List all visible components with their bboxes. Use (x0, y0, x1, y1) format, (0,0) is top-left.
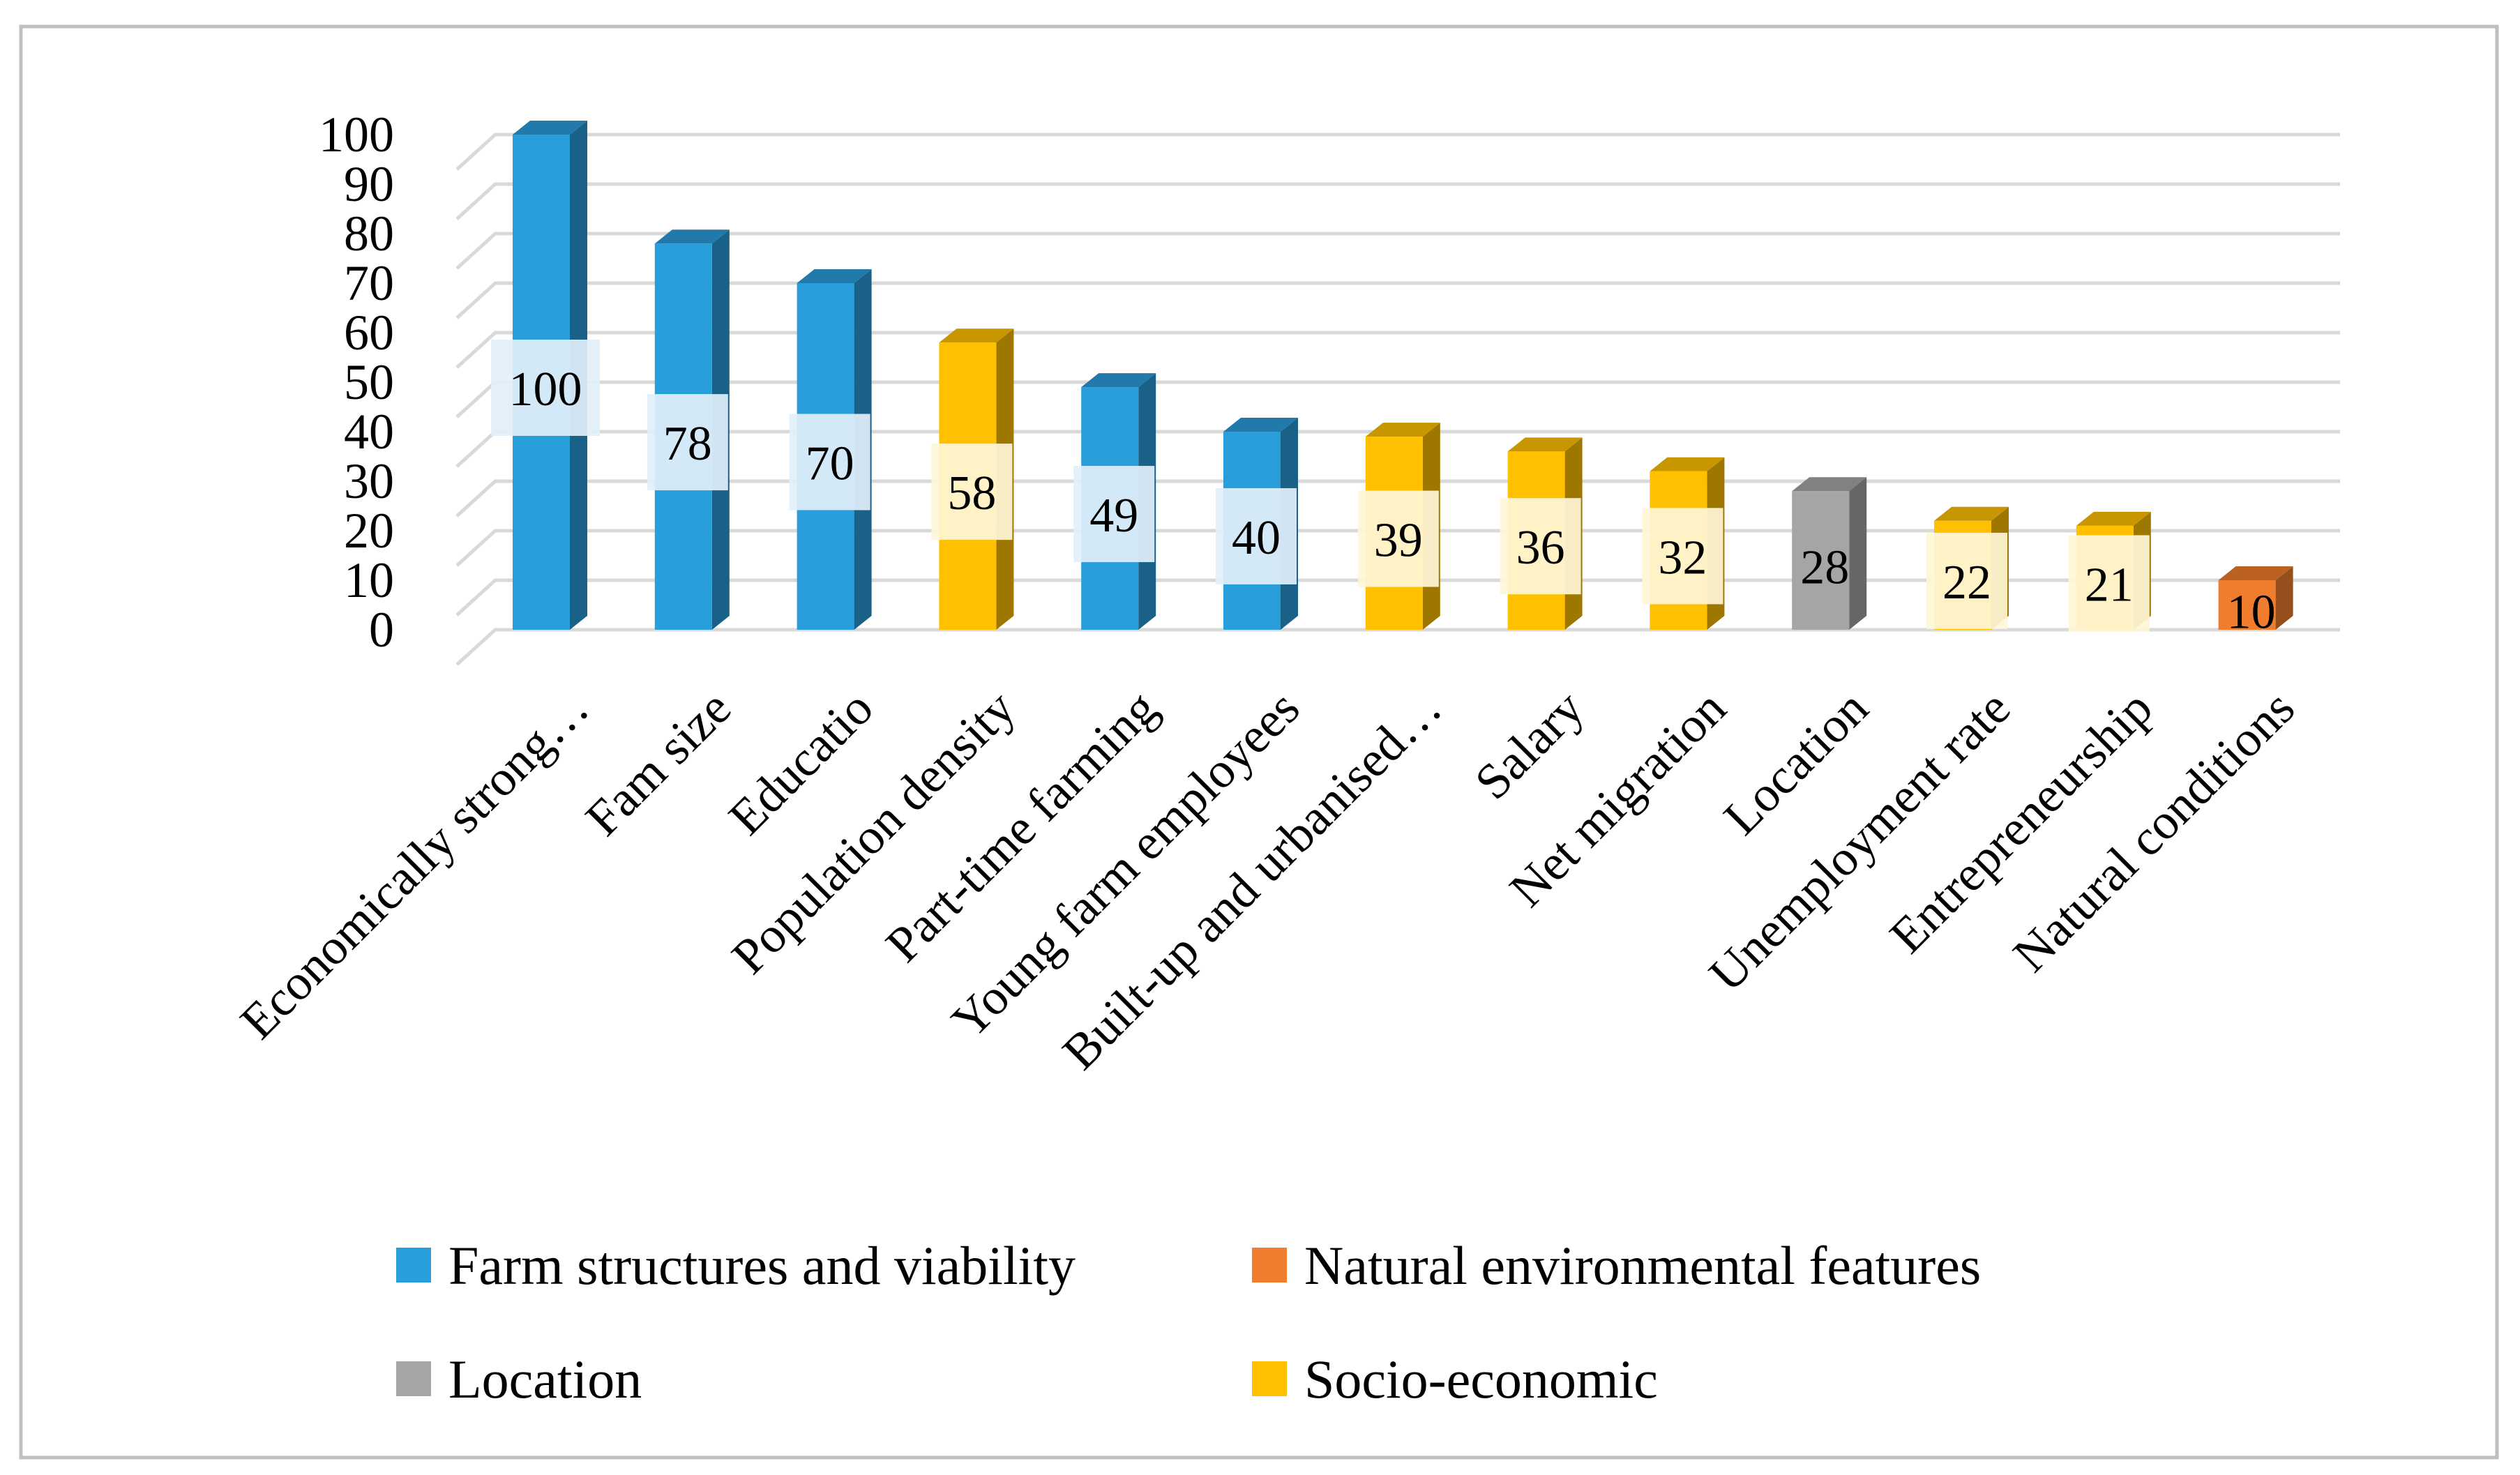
data-label: 36 (1500, 498, 1581, 595)
gridline (455, 578, 2340, 617)
bar-top-face (654, 229, 730, 244)
legend-label: Socio-economic (1304, 1349, 1658, 1409)
legend-swatch (1252, 1248, 1287, 1283)
data-label-box (789, 414, 870, 510)
data-label-box (1642, 508, 1723, 605)
gridline (455, 628, 2340, 666)
bar-front-face (2218, 580, 2276, 630)
bar-front-face (1792, 491, 1850, 630)
bar-top-face (2218, 566, 2293, 580)
y-tick-label: 70 (344, 255, 394, 311)
legend-label: Location (448, 1349, 642, 1409)
legend-item: Natural environmental features (1252, 1235, 1981, 1296)
bar-side-face (2275, 566, 2293, 630)
bar-top-face (1792, 477, 1867, 492)
data-label-text: 39 (1374, 514, 1423, 568)
bar-top-face (797, 269, 872, 283)
y-tick-label: 40 (344, 404, 394, 460)
legend-swatch (1252, 1361, 1287, 1396)
data-label: 100 (491, 340, 600, 436)
data-label-box (1926, 532, 2007, 629)
data-label-text: 32 (1658, 531, 1707, 584)
data-labels: 100 78 70 58 49 40 39 36 32 28 22 21 10 (491, 340, 2276, 640)
bar-side-face (1849, 477, 1867, 630)
data-label: 10 (2227, 586, 2276, 640)
gridline (455, 182, 2340, 220)
data-label-box (931, 444, 1013, 540)
bar-top-face (513, 121, 587, 135)
y-tick-label: 80 (344, 206, 394, 262)
gridline (455, 133, 2340, 171)
data-label: 22 (1926, 532, 2007, 629)
legend-item: Location (396, 1349, 642, 1409)
chart-border (19, 24, 2499, 1460)
bar-top-face (1223, 418, 1298, 432)
data-label-text: 10 (2227, 586, 2276, 640)
legend-label: Natural environmental features (1304, 1235, 1981, 1296)
data-label-text: 49 (1089, 489, 1138, 543)
gridline (455, 281, 2340, 319)
bar-top-face (1934, 506, 2009, 521)
data-label-text: 78 (663, 417, 712, 471)
y-tick-label: 30 (344, 453, 394, 509)
data-label-text: 21 (2085, 558, 2134, 612)
y-tick-label: 60 (344, 305, 394, 361)
gridline (455, 479, 2340, 517)
data-label-text: 100 (509, 363, 582, 416)
data-label-box (491, 340, 600, 436)
data-label-text: 70 (806, 437, 854, 491)
data-label-text: 28 (1800, 541, 1849, 595)
data-label-box (1073, 466, 1155, 563)
legend-swatch (396, 1361, 431, 1396)
bar (2218, 566, 2293, 630)
y-tick-label: 50 (344, 354, 394, 410)
legend-swatch (396, 1248, 431, 1283)
data-label: 21 (2068, 535, 2150, 632)
data-label: 78 (647, 394, 728, 491)
data-label-text: 36 (1516, 521, 1565, 575)
data-label-box (1357, 490, 1439, 587)
y-tick-label: 0 (369, 602, 394, 658)
data-label: 28 (1800, 541, 1849, 595)
legend-item: Socio-economic (1252, 1349, 1658, 1409)
data-label-box (647, 394, 728, 491)
data-label-text: 40 (1232, 511, 1281, 565)
data-label-box (2068, 535, 2150, 632)
data-label: 70 (789, 414, 870, 510)
bar-top-face (1081, 373, 1156, 388)
bar-top-face (1650, 457, 1725, 471)
legend: Farm structures and viability Natural env… (396, 1235, 1981, 1409)
data-label: 58 (931, 444, 1013, 540)
data-label: 39 (1357, 490, 1439, 587)
y-tick-label: 10 (344, 552, 394, 608)
data-label-box (1216, 488, 1297, 584)
gridline (455, 331, 2340, 369)
gridline (455, 232, 2340, 270)
data-label: 32 (1642, 508, 1723, 605)
legend-label: Farm structures and viability (448, 1235, 1076, 1296)
gridlines (455, 133, 2340, 666)
bar-top-face (1507, 437, 1583, 452)
bar-top-face (939, 328, 1014, 343)
y-tick-label: 90 (344, 156, 394, 212)
legend-item: Farm structures and viability (396, 1235, 1076, 1296)
y-tick-label: 100 (319, 107, 394, 162)
data-label: 49 (1073, 466, 1155, 563)
data-label-box (1500, 498, 1581, 595)
data-label-text: 58 (947, 467, 996, 520)
bar-top-face (1365, 423, 1440, 437)
data-label: 40 (1216, 488, 1297, 584)
y-tick-label: 20 (344, 503, 394, 559)
gridline (455, 529, 2340, 567)
data-label-text: 22 (1942, 556, 1991, 610)
bar (1792, 477, 1867, 630)
bar-top-face (2076, 511, 2151, 526)
